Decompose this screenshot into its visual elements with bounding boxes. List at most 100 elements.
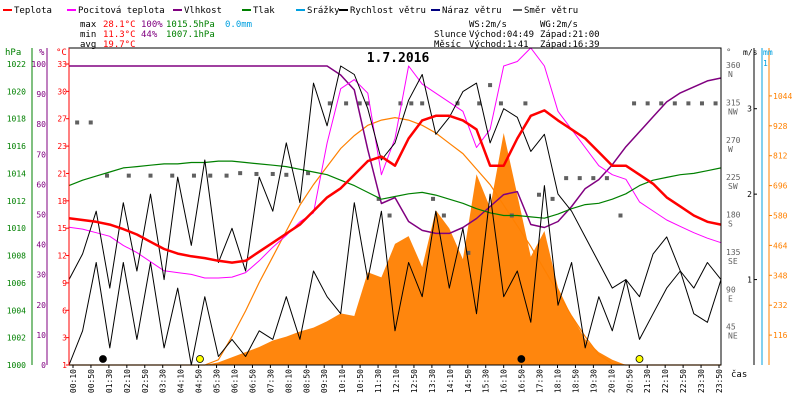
dir-axis-title: ° (726, 48, 731, 58)
temp-tick-label: 18 (57, 197, 67, 206)
wind-direction-point (376, 196, 381, 201)
x-tick-label: 02:10 (123, 369, 132, 393)
stats-min-temp: 11.3°C (103, 30, 136, 40)
wind-direction-point (327, 101, 332, 106)
x-tick-label: 10:10 (338, 369, 347, 393)
hpa-tick-label: 1020 (7, 87, 26, 96)
x-tick-label: 21:30 (643, 369, 652, 393)
info-moon-set: Západ:16:39 (540, 40, 600, 50)
wind-direction-point (105, 173, 110, 178)
stats-block: max 28.1°C 100% 1015.5hPa 0.0mm min 11.3… (80, 20, 252, 50)
wind-direction-point (466, 250, 471, 255)
legend-item-wind-gust: Náraz větru (431, 6, 502, 16)
wind-direction-point (488, 83, 493, 88)
x-tick-label: 00:10 (69, 369, 78, 393)
left-axis-ticks: 3330272321181512963110090807060504030201… (7, 60, 69, 370)
dir-tick-label: 45 (726, 323, 736, 332)
wind-speed-line (68, 185, 722, 366)
rad-tick-label: 928 (773, 122, 788, 131)
dir-name-label: SW (728, 182, 738, 191)
sun-set-marker (635, 355, 644, 363)
legend-label: Srážky (307, 6, 340, 16)
dir-name-label: SE (728, 257, 738, 266)
dir-tick-label: 270 (726, 136, 741, 145)
x-tick-label: 22:10 (661, 369, 670, 393)
wind-gust-line (68, 65, 722, 298)
ms-axis-title: m/s (743, 48, 758, 57)
wind-direction-point (270, 171, 275, 176)
stats-max-hum: 100% (141, 20, 163, 30)
wind-direction-point (398, 101, 403, 106)
x-tick-label: 01:30 (105, 369, 114, 393)
moon-rise-marker (99, 355, 107, 363)
dir-tick-label: 135 (726, 248, 741, 257)
wind-direction-point (523, 101, 528, 106)
legend-label: Tlak (253, 6, 275, 16)
wind-direction-point (365, 101, 370, 106)
legend-label: Náraz větru (442, 6, 502, 16)
legend-item-humidity: Vlhkost (173, 6, 222, 16)
x-tick-label: 20:50 (625, 369, 634, 393)
dir-name-label: NE (728, 332, 738, 341)
wind-direction-point (550, 196, 555, 201)
pct-tick-label: 70 (36, 150, 46, 159)
legend: Teplota Pocitová teplota Vlhkost Tlak Sr… (3, 6, 578, 16)
temperature-line (68, 109, 722, 264)
pct-axis-title: % (39, 48, 45, 58)
x-tick-label: 03:30 (159, 369, 168, 393)
temp-tick-label: 3 (62, 334, 67, 343)
pct-tick-label: 60 (36, 180, 46, 189)
x-tick-label: 20:10 (607, 369, 616, 393)
x-tick-label: 18:50 (571, 369, 580, 393)
legend-label: Pocitová teplota (78, 6, 165, 16)
temp-tick-label: 6 (62, 306, 67, 315)
temp-tick-label: 23 (57, 142, 67, 151)
temp-tick-label: 15 (57, 224, 67, 233)
hpa-tick-label: 1012 (7, 197, 26, 206)
temp-tick-label: 1 (62, 361, 67, 370)
mm-tick-label: 1 (763, 59, 768, 68)
legend-label: Směr větru (524, 6, 578, 16)
hpa-tick-label: 1010 (7, 224, 26, 233)
legend-item-pressure: Tlak (242, 6, 275, 16)
wind-direction-point (306, 171, 311, 176)
rad-tick-label: 464 (773, 241, 788, 250)
rad-tick-label: 812 (773, 152, 788, 161)
rad-tick-label: 1044 (773, 92, 792, 101)
solar-radiation-area (69, 133, 721, 365)
dir-name-label: E (728, 294, 733, 303)
x-tick-label: 12:50 (410, 369, 419, 393)
x-tick-label: 13:30 (428, 369, 437, 393)
hpa-tick-label: 1022 (7, 60, 26, 69)
ms-tick-label: 2 (747, 190, 752, 199)
x-axis-ticks: 00:10 00:50 01:30 02:10 02:50 03:30 04:10 04:50… (69, 365, 724, 393)
wind-direction-point (645, 101, 650, 106)
pct-tick-label: 80 (36, 120, 46, 129)
x-tick-label: 04:50 (195, 369, 204, 393)
legend-item-wind-speed: Rychlost větru (339, 6, 426, 16)
temp-tick-label: 33 (57, 60, 67, 69)
dir-tick-label: 315 (726, 98, 741, 107)
info-ws: WS:2m/s (469, 20, 507, 30)
wind-direction-point (344, 101, 349, 106)
dir-tick-label: 225 (726, 173, 741, 182)
wind-direction-point (604, 176, 609, 181)
wind-direction-point (191, 173, 196, 178)
ms-tick-label: 3 (747, 105, 752, 114)
info-wg: WG:2m/s (540, 20, 578, 30)
legend-item-feels-like: Pocitová teplota (67, 6, 165, 16)
wind-direction-point (88, 120, 93, 125)
pct-tick-label: 30 (36, 271, 46, 280)
stats-avg-label: avg (80, 40, 96, 50)
pct-tick-label: 40 (36, 241, 46, 250)
stats-max-press: 1015.5hPa (166, 20, 215, 30)
hpa-tick-label: 1006 (7, 279, 26, 288)
wind-direction-point (536, 192, 541, 197)
wind-direction-point (713, 101, 718, 106)
x-tick-label: 07:30 (266, 369, 275, 393)
feels-like-line (68, 47, 722, 279)
legend-label: Teplota (14, 6, 52, 16)
x-tick-label: 02:50 (141, 369, 150, 393)
wind-direction-point (591, 176, 596, 181)
